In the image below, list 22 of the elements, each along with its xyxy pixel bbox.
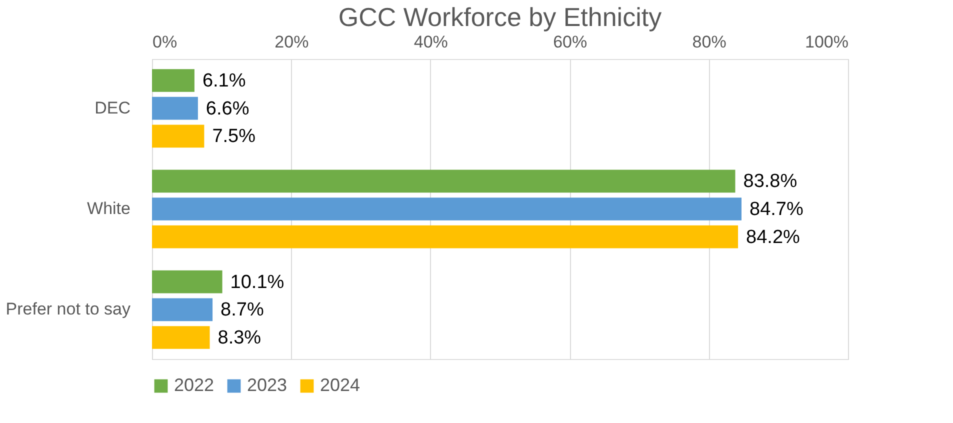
legend-label: 2024 [320,375,360,395]
data-label: 10.1% [230,272,284,293]
data-label: 83.8% [743,171,798,192]
chart-title: GCC Workforce by Ethnicity [338,2,662,32]
x-tick-label: 0% [152,32,178,52]
data-label: 6.6% [206,98,250,120]
legend-label: 2022 [174,375,214,395]
y-tick-label: Prefer not to say [6,300,131,319]
y-tick-label: White [87,199,130,218]
y-tick-label: DEC [94,98,130,118]
data-label: 8.3% [218,328,262,349]
data-label: 6.1% [202,70,246,92]
data-label: 84.7% [750,199,804,220]
x-tick-label: 100% [805,32,848,52]
data-label: 8.7% [220,300,264,321]
legend-label: 2023 [247,375,288,395]
x-tick-label: 60% [553,32,588,52]
x-tick-label: 40% [414,32,448,52]
x-tick-label: 20% [274,32,309,52]
data-label: 84.2% [746,226,800,248]
x-tick-label: 80% [692,32,726,52]
data-label: 7.5% [212,126,256,148]
